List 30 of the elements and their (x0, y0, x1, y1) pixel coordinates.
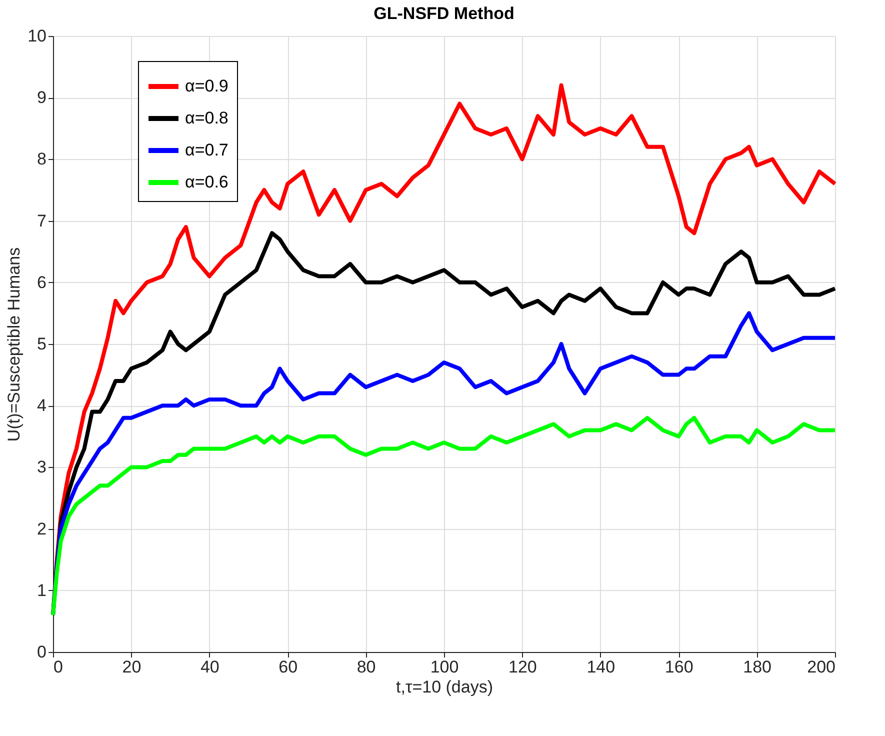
line-series (51, 416, 837, 618)
legend-label: α=0.9 (185, 76, 228, 96)
x-tick-label: 200 (807, 658, 836, 676)
x-tick-label: 120 (508, 658, 537, 676)
x-tick-label: 80 (356, 658, 376, 676)
y-tick-label: 4 (37, 396, 46, 416)
x-tick-label: 140 (586, 658, 616, 676)
y-tick-label: 6 (37, 272, 46, 292)
x-tick-label: 60 (278, 658, 298, 676)
x-tick-label: 20 (122, 658, 142, 676)
chart-title: GL-NSFD Method (374, 4, 514, 23)
legend-label: α=0.6 (185, 172, 228, 192)
y-tick-label: 7 (37, 211, 46, 230)
y-tick-label: 1 (37, 580, 46, 600)
y-tick-label: 2 (37, 519, 46, 538)
y-tick-label: 8 (37, 150, 46, 169)
x-tick-label: 40 (200, 658, 220, 676)
x-axis-title: t,τ=10 (days) (396, 678, 493, 696)
x-tick-label: 0 (54, 658, 63, 676)
x-tick-label: 160 (664, 658, 694, 676)
y-tick-label: 0 (37, 642, 46, 662)
x-tick-label: 100 (430, 658, 459, 676)
legend-label: α=0.8 (185, 108, 228, 128)
legend-label: α=0.7 (185, 140, 228, 160)
y-tick-label: 3 (37, 458, 46, 477)
y-tick-label: 5 (37, 334, 46, 354)
x-tick-label: 180 (743, 658, 772, 676)
y-tick-label: 9 (37, 88, 46, 108)
y-tick-label: 10 (28, 26, 46, 46)
y-axis-title: U(t)=Susceptible Humans (4, 247, 24, 442)
